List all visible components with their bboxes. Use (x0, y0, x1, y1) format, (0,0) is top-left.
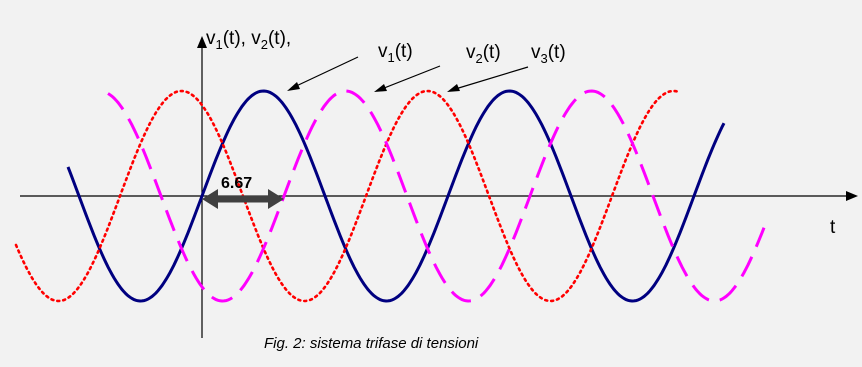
x-axis-label: t (830, 217, 836, 238)
x-axis-arrowhead (846, 191, 858, 201)
waveform-v1 (66, 89, 726, 303)
pointer-arrows (287, 56, 529, 92)
waveform-v2 (14, 89, 682, 303)
axes (20, 36, 858, 338)
pointer-arrowhead-v1 (287, 82, 300, 91)
pointer-arrow-v3 (451, 66, 529, 91)
y-axis-label: v1(t), v2(t), (206, 28, 291, 52)
wave-label-v3: v3(t) (531, 42, 566, 66)
pointer-arrowhead-v2 (374, 84, 387, 92)
figure-caption: Fig. 2: sistema trifase di tensioni (264, 335, 479, 352)
waveforms (14, 89, 766, 303)
pointer-arrow-v2 (378, 65, 441, 91)
pointer-arrow-v1 (291, 56, 359, 89)
wave-label-v1: v1(t) (378, 41, 413, 65)
phase-shift-arrow (202, 189, 284, 209)
waveform-v3 (107, 89, 766, 303)
pointer-arrowhead-v3 (447, 84, 460, 92)
wave-label-v2: v2(t) (466, 42, 501, 66)
phase-shift-label: 6.67 (221, 175, 252, 192)
y-axis-arrowhead (197, 36, 207, 48)
